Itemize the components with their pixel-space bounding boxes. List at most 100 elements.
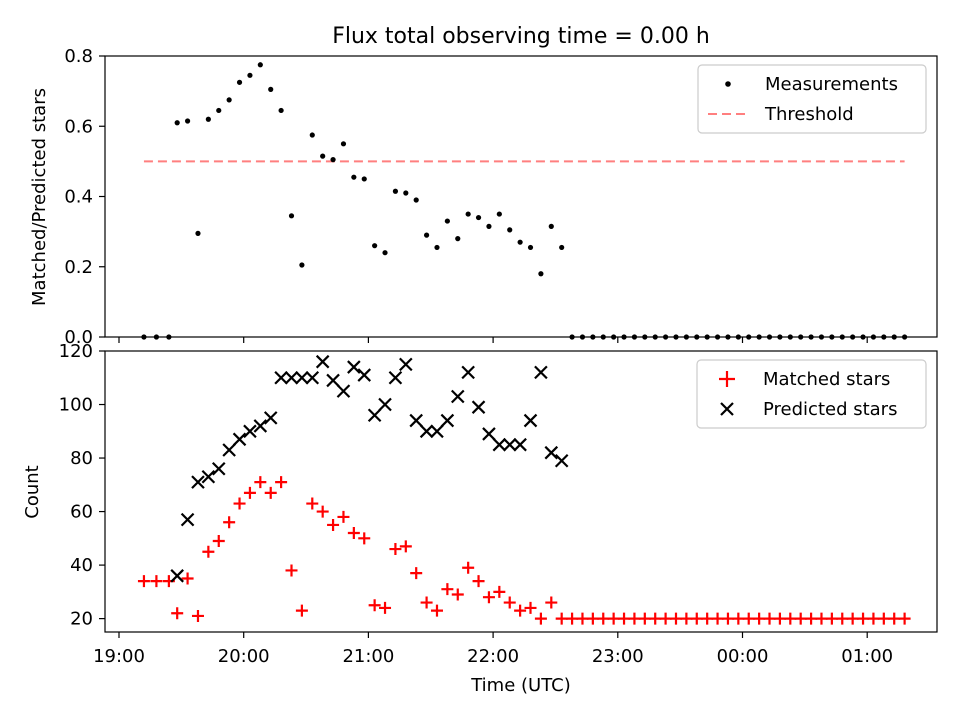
top-legend-box — [697, 64, 927, 134]
data-point — [233, 497, 246, 510]
bottom-legend: Matched stars Predicted stars — [696, 359, 927, 429]
data-point — [555, 612, 568, 625]
data-point — [191, 609, 204, 622]
data-point — [777, 334, 783, 340]
data-point — [714, 334, 721, 340]
data-point — [226, 97, 232, 103]
top-legend: Measurements Threshold — [697, 64, 927, 134]
data-point — [787, 334, 793, 340]
data-point — [184, 118, 191, 124]
data-point — [486, 223, 492, 229]
y-tick-label: 0.6 — [64, 116, 93, 137]
data-point — [621, 334, 627, 340]
data-point — [891, 334, 897, 340]
data-point — [451, 588, 464, 601]
data-point — [611, 334, 617, 340]
data-point — [534, 612, 547, 625]
y-tick-label: 100 — [59, 395, 93, 416]
data-point — [372, 243, 378, 249]
data-point — [275, 476, 288, 489]
data-point — [628, 612, 641, 625]
data-point — [288, 213, 295, 219]
data-point — [465, 211, 471, 217]
legend-matched-label: Matched stars — [763, 369, 890, 390]
bottom-legend-box — [696, 359, 927, 429]
data-point — [137, 575, 150, 588]
data-point — [254, 476, 267, 489]
data-point — [756, 334, 762, 340]
data-point — [434, 244, 440, 251]
data-point — [554, 453, 569, 468]
data-point — [704, 334, 710, 340]
measurements-series — [141, 62, 908, 340]
data-point — [174, 120, 180, 126]
data-point — [902, 334, 908, 340]
data-point — [340, 141, 347, 147]
data-point — [326, 373, 340, 388]
data-point — [721, 612, 734, 625]
data-point — [829, 334, 835, 340]
data-point — [222, 443, 236, 457]
data-point — [243, 424, 257, 439]
data-point — [482, 591, 495, 604]
data-point — [527, 244, 534, 251]
data-point — [524, 601, 537, 614]
data-point — [669, 612, 682, 625]
data-point — [493, 585, 506, 598]
data-point — [566, 612, 579, 625]
data-point — [444, 218, 450, 224]
data-point — [264, 486, 277, 499]
data-point — [663, 334, 669, 340]
data-point — [711, 612, 724, 625]
data-point — [517, 239, 523, 245]
data-point — [450, 389, 465, 404]
data-point — [180, 512, 195, 527]
y-tick-label: 0.4 — [64, 187, 93, 208]
legend-measurements-marker — [725, 81, 731, 87]
data-point — [361, 176, 367, 182]
y-tick-label: 20 — [70, 609, 93, 630]
data-point — [278, 107, 284, 114]
x-tick-label: 21:00 — [342, 646, 394, 667]
data-point — [388, 370, 403, 385]
data-point — [223, 516, 236, 529]
data-point — [216, 107, 222, 114]
data-point — [846, 612, 859, 625]
data-point — [475, 214, 482, 221]
data-point — [642, 334, 648, 340]
data-point — [171, 607, 184, 620]
data-point — [513, 437, 527, 452]
data-point — [631, 334, 638, 340]
x-tick-label: 00:00 — [717, 646, 769, 667]
legend-threshold-label: Threshold — [764, 104, 854, 125]
data-point — [357, 368, 372, 382]
y-tick-label: 0.2 — [64, 257, 93, 278]
data-point — [652, 334, 658, 340]
data-point — [763, 612, 776, 625]
x-tick-label: 22:00 — [467, 646, 519, 667]
data-point — [399, 540, 412, 553]
data-point — [538, 271, 544, 277]
data-point — [232, 432, 247, 447]
data-point — [295, 604, 308, 617]
data-point — [181, 572, 194, 585]
data-point — [502, 437, 517, 452]
data-point — [746, 334, 752, 340]
data-point — [378, 397, 392, 412]
legend-predicted-label: Predicted stars — [763, 399, 897, 420]
data-point — [423, 232, 430, 238]
data-point — [870, 334, 877, 340]
data-point — [607, 612, 620, 625]
data-point — [590, 334, 596, 340]
top-x-ticks — [118, 337, 868, 343]
data-point — [507, 227, 513, 233]
data-point — [330, 157, 336, 163]
data-point — [399, 357, 413, 372]
data-point — [236, 79, 243, 85]
data-point — [420, 596, 433, 609]
data-point — [544, 445, 559, 460]
data-point — [725, 334, 731, 340]
matched-stars-series — [137, 476, 911, 625]
legend-predicted-marker — [720, 402, 734, 416]
data-point — [805, 612, 818, 625]
